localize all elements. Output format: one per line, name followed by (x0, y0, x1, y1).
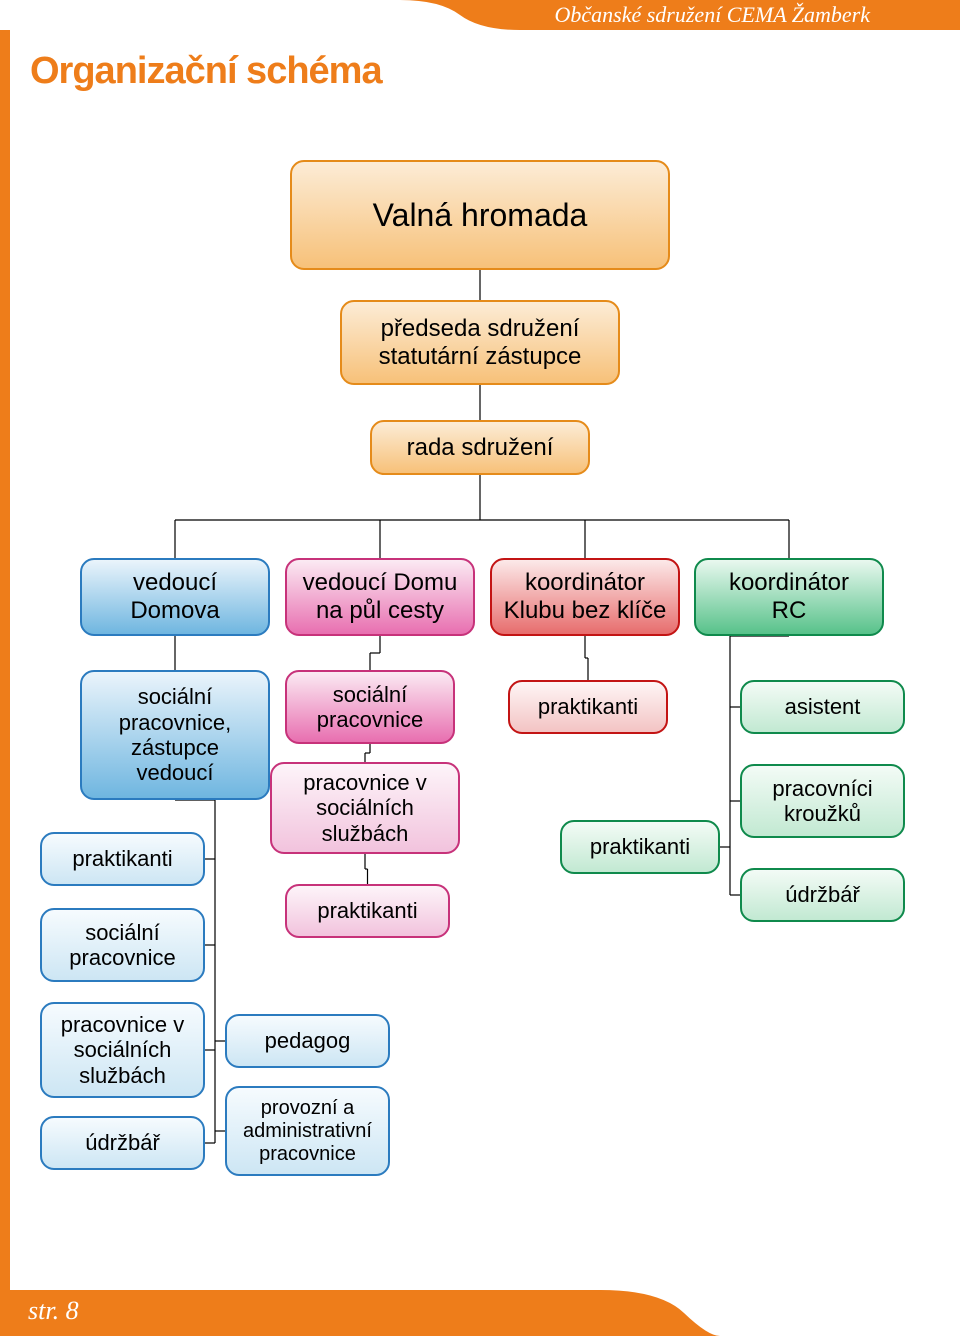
org-node-blue_socpr: sociální pracovnice (40, 908, 205, 982)
org-node-label: pracovnice v sociálních službách (61, 1012, 185, 1088)
org-node-label: koordinátor RC (729, 569, 849, 624)
org-node-label: praktikanti (538, 694, 638, 719)
footer-page-number: str. 8 (28, 1296, 79, 1326)
org-node-koord_rc: koordinátor RC (694, 558, 884, 636)
header-brand-text: Občanské sdružení CEMA Žamberk (555, 2, 871, 28)
org-node-label: sociální pracovnice (317, 682, 423, 733)
org-node-label: praktikanti (72, 846, 172, 871)
org-node-valna: Valná hromada (290, 160, 670, 270)
org-node-label: praktikanti (590, 834, 690, 859)
org-node-ved_domu: vedoucí Domu na půl cesty (285, 558, 475, 636)
org-node-ved_domova: vedoucí Domova (80, 558, 270, 636)
left-border (0, 30, 10, 1290)
org-node-label: údržbář (785, 882, 860, 907)
org-node-red_prakt2: praktikanti (560, 820, 720, 874)
org-node-blue_udrz: údržbář (40, 1116, 205, 1170)
org-node-label: údržbář (85, 1130, 160, 1155)
org-node-label: provozní a administrativní pracovnice (243, 1097, 372, 1166)
org-node-label: pedagog (265, 1028, 351, 1053)
footer-banner (0, 1290, 720, 1336)
org-node-label: sociální pracovnice, zástupce vedoucí (119, 684, 232, 785)
org-node-label: koordinátor Klubu bez klíče (504, 569, 667, 624)
org-node-label: předseda sdružení statutární zástupce (379, 315, 582, 370)
org-node-label: vedoucí Domu na půl cesty (303, 569, 458, 624)
org-node-label: pracovníci kroužků (772, 776, 872, 827)
org-node-label: vedoucí Domova (130, 569, 219, 624)
org-node-blue_soc: sociální pracovnice, zástupce vedoucí (80, 670, 270, 800)
org-node-label: pracovnice v sociálních službách (303, 770, 427, 846)
org-node-label: asistent (785, 694, 861, 719)
org-node-red_prakt1: praktikanti (508, 680, 668, 734)
org-node-blue_pracov: pracovnice v sociálních službách (40, 1002, 205, 1098)
org-node-label: sociální pracovnice (69, 920, 175, 971)
org-node-pink_soc: sociální pracovnice (285, 670, 455, 744)
org-node-predseda: předseda sdružení statutární zástupce (340, 300, 620, 385)
org-node-label: rada sdružení (407, 434, 554, 462)
page-title: Organizační schéma (30, 50, 382, 93)
org-node-blue_prakt1: praktikanti (40, 832, 205, 886)
org-node-koord_klub: koordinátor Klubu bez klíče (490, 558, 680, 636)
org-node-pink_pracov: pracovnice v sociálních službách (270, 762, 460, 854)
org-node-gr_udrz: údržbář (740, 868, 905, 922)
org-node-label: praktikanti (317, 898, 417, 923)
org-node-label: Valná hromada (373, 197, 588, 234)
org-node-rada: rada sdružení (370, 420, 590, 475)
org-node-blue_provoz: provozní a administrativní pracovnice (225, 1086, 390, 1176)
org-node-gr_asist: asistent (740, 680, 905, 734)
org-node-gr_krouz: pracovníci kroužků (740, 764, 905, 838)
org-node-pink_prakt: praktikanti (285, 884, 450, 938)
org-node-blue_pedag: pedagog (225, 1014, 390, 1068)
